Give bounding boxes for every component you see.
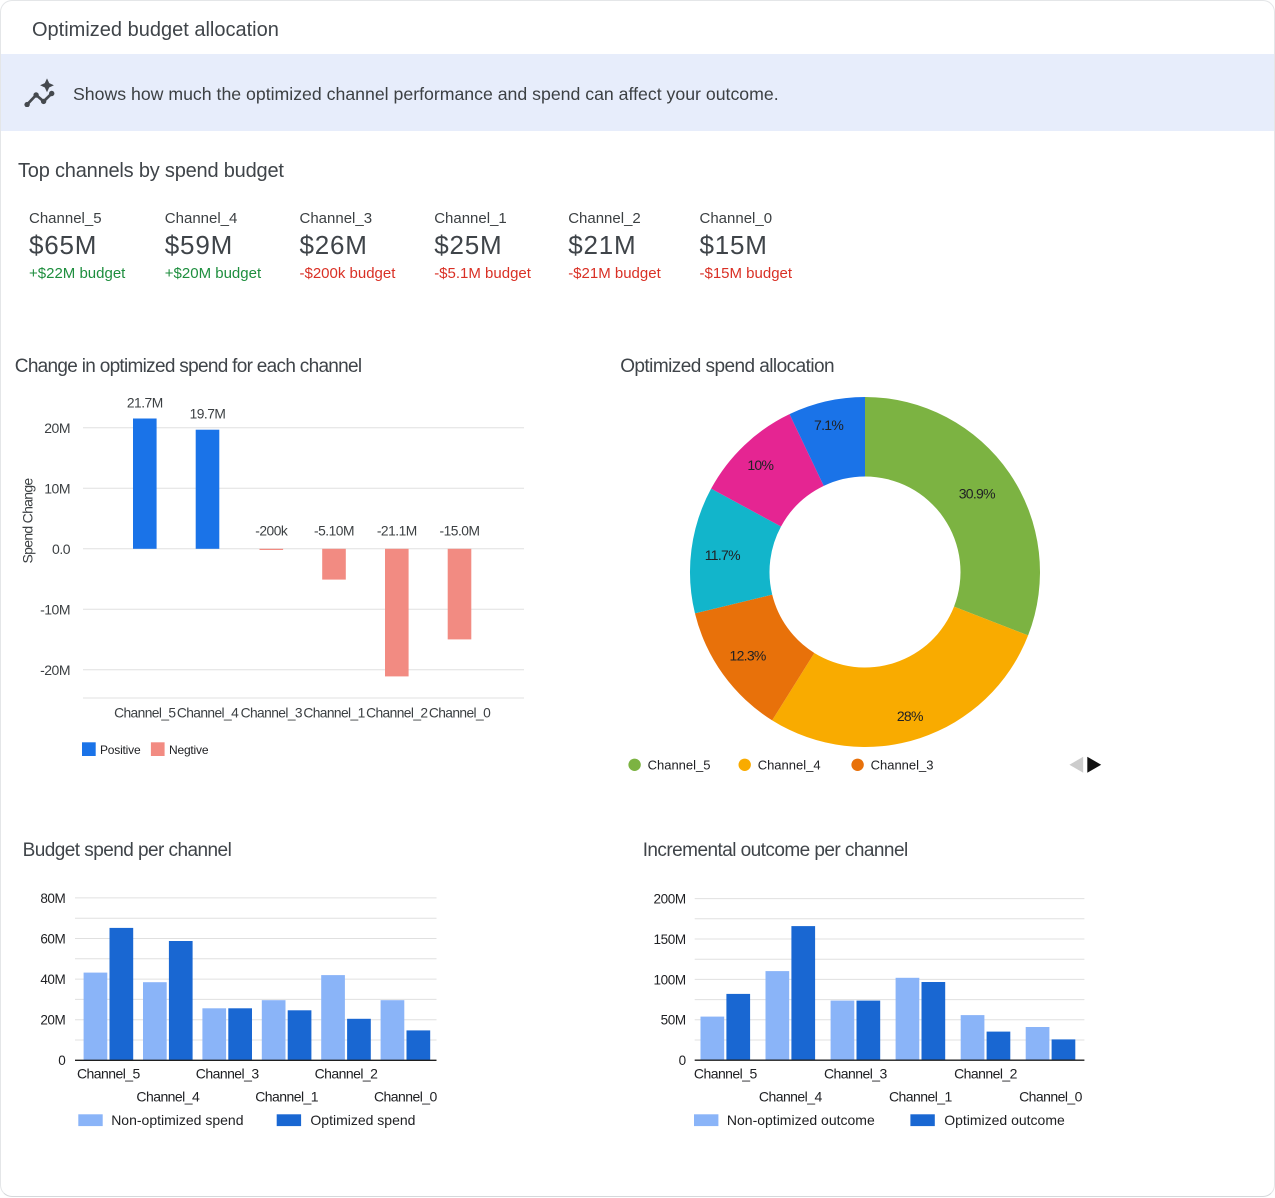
svg-text:Channel_3: Channel_3	[241, 706, 303, 721]
svg-text:80M: 80M	[40, 891, 65, 906]
svg-text:150M: 150M	[654, 932, 686, 947]
svg-text:0: 0	[58, 1053, 65, 1068]
svg-text:11.7%: 11.7%	[705, 547, 740, 563]
svg-text:-15.0M: -15.0M	[440, 524, 480, 539]
svg-text:Negtive: Negtive	[169, 743, 209, 757]
svg-text:60M: 60M	[40, 931, 65, 946]
svg-text:200M: 200M	[654, 892, 686, 907]
svg-text:Channel_0: Channel_0	[374, 1088, 438, 1104]
svg-text:50M: 50M	[661, 1013, 686, 1028]
svg-text:Spend Change: Spend Change	[19, 478, 35, 564]
svg-text:Channel_2: Channel_2	[954, 1065, 1018, 1081]
svg-text:20M: 20M	[40, 1013, 65, 1028]
svg-text:Channel_5: Channel_5	[694, 1065, 758, 1081]
svg-text:Channel_1: Channel_1	[255, 1088, 319, 1104]
svg-text:Channel_5: Channel_5	[114, 706, 176, 721]
svg-text:7.1%: 7.1%	[814, 417, 843, 433]
svg-text:Channel_4: Channel_4	[177, 706, 239, 721]
svg-text:Channel_0: Channel_0	[1019, 1088, 1083, 1104]
svg-text:Positive: Positive	[100, 743, 141, 757]
svg-text:Optimized outcome: Optimized outcome	[944, 1112, 1065, 1128]
svg-text:Channel_4: Channel_4	[759, 1088, 823, 1104]
svg-text:20M: 20M	[44, 420, 70, 436]
svg-text:-200k: -200k	[255, 524, 288, 539]
svg-text:Non-optimized outcome: Non-optimized outcome	[727, 1112, 875, 1128]
svg-text:Channel_4: Channel_4	[136, 1088, 200, 1104]
svg-text:Channel_0: Channel_0	[429, 706, 491, 721]
svg-text:-5.10M: -5.10M	[314, 524, 354, 539]
svg-text:-21.1M: -21.1M	[377, 524, 417, 539]
svg-text:30.9%: 30.9%	[959, 485, 995, 501]
svg-text:12.3%: 12.3%	[729, 648, 765, 664]
svg-text:Channel_4: Channel_4	[758, 758, 821, 773]
svg-text:-10M: -10M	[40, 602, 70, 618]
svg-text:Channel_1: Channel_1	[303, 706, 364, 721]
svg-text:100M: 100M	[654, 972, 686, 987]
svg-text:-20M: -20M	[40, 662, 70, 678]
svg-text:Channel_3: Channel_3	[871, 758, 934, 773]
svg-text:Optimized spend: Optimized spend	[310, 1112, 415, 1128]
svg-text:10M: 10M	[44, 481, 70, 497]
svg-text:Non-optimized spend: Non-optimized spend	[111, 1112, 243, 1128]
svg-text:0: 0	[679, 1053, 686, 1068]
svg-text:Channel_3: Channel_3	[824, 1065, 888, 1081]
svg-text:Channel_2: Channel_2	[315, 1065, 379, 1081]
svg-text:0.0: 0.0	[52, 541, 71, 557]
svg-text:Channel_2: Channel_2	[366, 706, 427, 721]
svg-text:Channel_3: Channel_3	[196, 1065, 260, 1081]
svg-text:Channel_1: Channel_1	[889, 1088, 953, 1104]
svg-text:10%: 10%	[747, 457, 773, 473]
svg-text:40M: 40M	[40, 972, 65, 987]
svg-text:28%: 28%	[897, 708, 923, 724]
svg-text:19.7M: 19.7M	[190, 407, 226, 422]
svg-text:Channel_5: Channel_5	[648, 758, 711, 773]
svg-text:21.7M: 21.7M	[127, 396, 163, 411]
svg-text:Channel_5: Channel_5	[77, 1065, 141, 1081]
